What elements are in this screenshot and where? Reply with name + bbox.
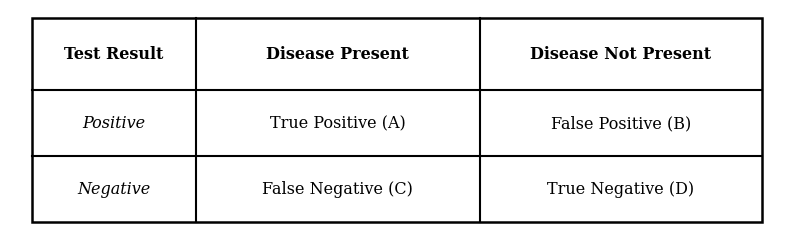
Text: False Positive (B): False Positive (B) — [551, 115, 691, 132]
Text: Test Result: Test Result — [64, 46, 164, 63]
Bar — [32, 18, 762, 222]
Text: True Positive (A): True Positive (A) — [270, 115, 406, 132]
Text: Disease Present: Disease Present — [267, 46, 409, 63]
Text: True Negative (D): True Negative (D) — [547, 180, 695, 198]
Text: Negative: Negative — [77, 180, 151, 198]
Text: Disease Not Present: Disease Not Present — [530, 46, 711, 63]
Text: False Negative (C): False Negative (C) — [262, 180, 413, 198]
Text: Positive: Positive — [83, 115, 145, 132]
